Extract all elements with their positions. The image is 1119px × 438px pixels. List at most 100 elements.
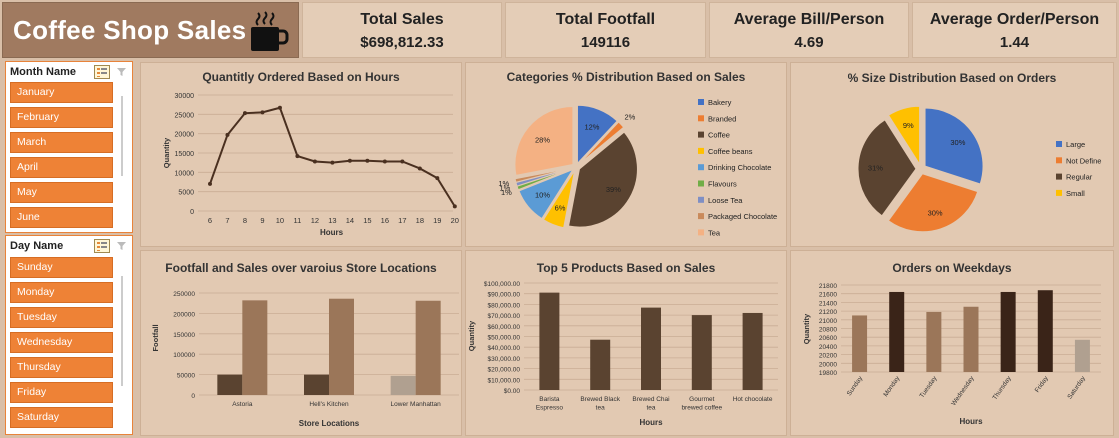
slicer-item-june[interactable]: June: [10, 207, 113, 228]
slicer-item-april[interactable]: April: [10, 157, 113, 178]
kpi-average-order: Average Order/Person 1.44: [912, 2, 1117, 58]
legend-swatch: [698, 196, 704, 203]
slicer-item-friday[interactable]: Friday: [10, 382, 113, 403]
slicer-scrollbar[interactable]: [121, 96, 123, 176]
size-distribution-panel: % Size Distribution Based on Orders 30% L…: [790, 62, 1114, 247]
legend-label: Bakery: [708, 98, 732, 107]
legend-swatch: [698, 180, 704, 187]
y-tick-label: 20800: [819, 327, 837, 334]
clear-filter-icon[interactable]: [116, 66, 128, 78]
y-tick-label: 19800: [819, 370, 837, 377]
legend-label: Large: [1066, 140, 1085, 149]
y-tick-label: $70,000.00: [487, 313, 520, 320]
slicer-item-wednesday[interactable]: Wednesday: [10, 332, 113, 353]
x-tick-label: Tuesday: [919, 375, 939, 400]
y-tick-label: 21800: [819, 283, 837, 290]
x-tick-label: 15: [363, 216, 371, 225]
data-point: [242, 111, 247, 116]
y-tick-label: 21200: [819, 309, 837, 316]
bar: [963, 306, 979, 372]
multi-select-icon[interactable]: [94, 239, 110, 253]
y-tick-label: 5000: [178, 190, 194, 197]
data-point: [260, 110, 265, 115]
x-tick-label: 13: [328, 216, 336, 225]
slice-label: 9%: [903, 121, 914, 130]
legend-swatch: [1056, 189, 1062, 196]
x-tick-label: Wednesday: [950, 375, 976, 408]
dashboard-title-box: Coffee Shop Sales: [2, 2, 299, 58]
x-tick-label: 14: [346, 216, 354, 225]
month-slicer: Month Name January February March April …: [5, 61, 133, 233]
bar: [691, 315, 712, 390]
x-tick-label: 6: [208, 216, 212, 225]
pie-slice: [924, 107, 984, 185]
clear-filter-icon[interactable]: [116, 240, 128, 252]
y-axis-label: Quantity: [467, 320, 476, 351]
slice-label: 1%: [500, 184, 511, 193]
x-tick-label: 19: [433, 216, 441, 225]
slicer-item-saturday[interactable]: Saturday: [10, 407, 113, 428]
slicer-item-february[interactable]: February: [10, 107, 113, 128]
legend-swatch: [1056, 141, 1062, 147]
data-point: [347, 158, 352, 163]
pie-slice: [518, 168, 575, 220]
y-axis-label: Quantity: [802, 313, 811, 344]
data-point: [330, 160, 335, 165]
x-tick-label: 16: [381, 216, 389, 225]
data-point: [225, 132, 230, 137]
chart-title: Top 5 Products Based on Sales: [536, 261, 716, 275]
slice-label: 2%: [625, 112, 636, 121]
x-tick-label: Hell's Kitchen: [309, 401, 349, 408]
x-tick-label: tea: [596, 405, 605, 412]
slicer-item-thursday[interactable]: Thursday: [10, 357, 113, 378]
x-tick-label: Lower Manhattan: [391, 401, 442, 408]
data-point: [400, 159, 405, 164]
kpi-value: 4.69: [794, 34, 824, 51]
multi-select-icon[interactable]: [94, 65, 110, 79]
slice-label: 1%: [498, 179, 509, 188]
kpi-label: Average Order/Person: [929, 11, 1100, 28]
slicer-scrollbar[interactable]: [121, 276, 123, 386]
y-tick-label: 20200: [819, 353, 837, 360]
chart-title: Categories % Distribution Based on Sales: [506, 70, 746, 84]
x-tick-label: Brewed Chai: [632, 396, 669, 403]
kpi-value: 149116: [580, 34, 631, 51]
y-tick-label: 21400: [819, 300, 837, 307]
data-point: [208, 181, 212, 186]
pie-slice: [567, 131, 638, 228]
x-axis-label: Hours: [959, 417, 983, 426]
bar: [415, 300, 441, 395]
x-tick-label: Friday: [1034, 375, 1051, 394]
legend-swatch: [698, 99, 704, 105]
y-tick-label: $40,000.00: [487, 345, 520, 352]
x-tick-label: 10: [276, 216, 284, 225]
legend-swatch: [698, 131, 704, 138]
bar: [329, 298, 354, 395]
slice-label: 28%: [535, 135, 550, 144]
legend-label: Flavours: [708, 180, 737, 189]
slicer-item-march[interactable]: March: [10, 132, 113, 153]
chart-title: Orders on Weekdays: [892, 261, 1012, 275]
y-tick-label: 100000: [173, 352, 195, 359]
x-tick-label: tea: [646, 405, 655, 412]
bar: [590, 339, 611, 390]
pie-slice: [578, 121, 625, 165]
slicer-item-january[interactable]: January: [10, 82, 113, 103]
data-point: [295, 154, 300, 159]
x-tick-label: 11: [294, 216, 302, 225]
y-tick-label: 150000: [173, 332, 195, 339]
legend-label: Loose Tea: [708, 196, 743, 205]
slicer-item-may[interactable]: May: [10, 182, 113, 203]
bar: [1000, 291, 1016, 372]
slice-label: 12%: [584, 123, 599, 132]
slicer-item-tuesday[interactable]: Tuesday: [10, 307, 113, 328]
slicer-item-sunday[interactable]: Sunday: [10, 257, 113, 278]
legend-label: Tea: [708, 228, 721, 237]
chart-title: Footfall and Sales over varoius Store Lo…: [165, 261, 437, 275]
kpi-label: Total Footfall: [555, 11, 656, 28]
y-tick-label: $50,000.00: [487, 335, 520, 342]
slicer-item-monday[interactable]: Monday: [10, 282, 113, 303]
x-tick-label: 18: [416, 216, 424, 225]
pie-slice: [514, 105, 574, 176]
legend-label: Regular: [1066, 173, 1093, 182]
